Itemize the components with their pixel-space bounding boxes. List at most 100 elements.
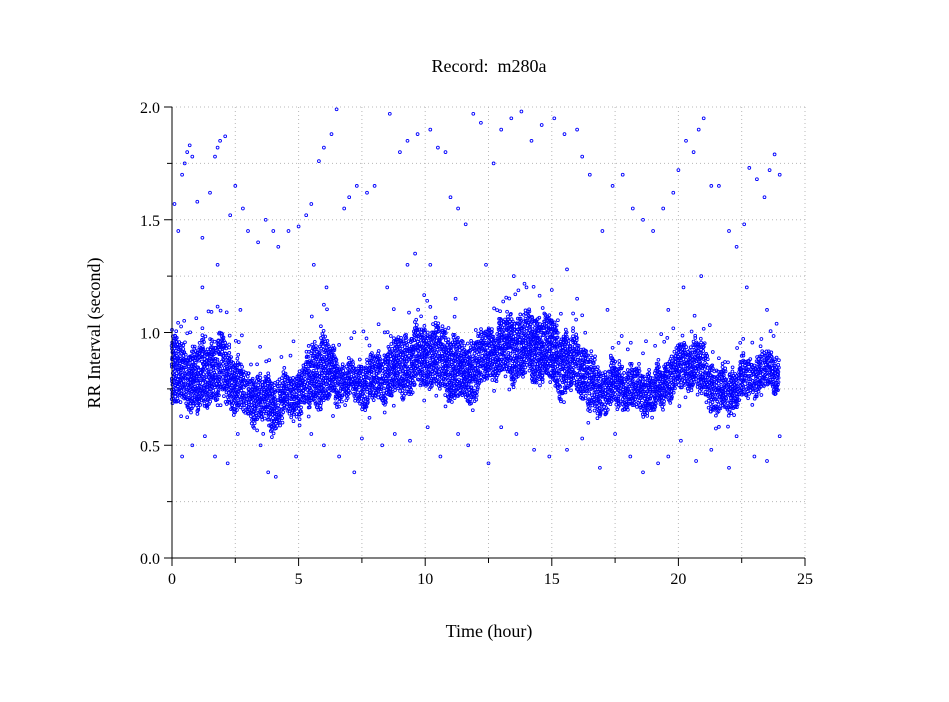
- data-point: [662, 403, 665, 406]
- data-point: [341, 363, 344, 366]
- data-point: [425, 340, 428, 343]
- data-point: [707, 399, 710, 402]
- data-point: [378, 355, 381, 358]
- data-point: [598, 380, 601, 383]
- data-point: [694, 334, 697, 337]
- data-point: [451, 401, 454, 404]
- data-point: [377, 350, 380, 353]
- data-point: [638, 363, 641, 366]
- data-point: [475, 398, 478, 401]
- data-point: [556, 380, 559, 383]
- data-point: [687, 390, 690, 393]
- data-point: [267, 399, 270, 402]
- data-point: [575, 333, 578, 336]
- data-point: [572, 330, 575, 333]
- data-point: [338, 405, 341, 408]
- data-point: [347, 357, 350, 360]
- data-point: [685, 358, 688, 361]
- data-point: [298, 418, 301, 421]
- data-point: [614, 360, 617, 363]
- data-point: [685, 346, 688, 349]
- data-point: [444, 328, 447, 331]
- data-point: [247, 372, 250, 375]
- data-point: [237, 353, 240, 356]
- data-point: [546, 336, 549, 339]
- data-point: [437, 322, 440, 325]
- data-point: [367, 398, 370, 401]
- data-point: [680, 379, 683, 382]
- data-point: [324, 335, 327, 338]
- data-point: [468, 353, 471, 356]
- data-point: [267, 375, 270, 378]
- data-point: [326, 340, 329, 343]
- data-point: [190, 411, 193, 414]
- data-point: [438, 352, 441, 355]
- data-point: [417, 331, 420, 334]
- data-point: [674, 387, 677, 390]
- data-point: [706, 358, 709, 361]
- data-point: [313, 340, 316, 343]
- data-point: [555, 324, 558, 327]
- data-point: [199, 404, 202, 407]
- data-point: [222, 362, 225, 365]
- data-point: [390, 394, 393, 397]
- data-point: [673, 350, 676, 353]
- data-point: [263, 417, 266, 420]
- data-point: [221, 350, 224, 353]
- data-point: [588, 407, 591, 410]
- data-point: [315, 345, 318, 348]
- data-point: [259, 372, 262, 375]
- data-point: [322, 360, 325, 363]
- data-point: [548, 314, 551, 317]
- data-point: [687, 368, 690, 371]
- data-point: [618, 363, 621, 366]
- data-point: [447, 338, 450, 341]
- data-point: [201, 360, 204, 363]
- data-point: [572, 327, 575, 330]
- data-point: [196, 413, 199, 416]
- data-point: [325, 365, 328, 368]
- data-point: [474, 364, 477, 367]
- data-point: [295, 393, 298, 396]
- data-point: [315, 377, 318, 380]
- data-point: [604, 371, 607, 374]
- data-point: [278, 419, 281, 422]
- data-point: [335, 389, 338, 392]
- data-point: [212, 389, 215, 392]
- data-point: [272, 417, 275, 420]
- data-point: [182, 344, 185, 347]
- data-point: [273, 395, 276, 398]
- data-point: [683, 349, 686, 352]
- data-point: [671, 362, 674, 365]
- data-point: [228, 346, 231, 349]
- data-point: [670, 355, 673, 358]
- data-point: [588, 392, 591, 395]
- data-point: [228, 366, 231, 369]
- data-point: [723, 402, 726, 405]
- data-point: [705, 363, 708, 366]
- data-point: [564, 391, 567, 394]
- data-point: [446, 368, 449, 371]
- data-point: [283, 367, 286, 370]
- data-point: [292, 413, 295, 416]
- data-point: [715, 414, 718, 417]
- data-point: [693, 380, 696, 383]
- data-point: [696, 372, 699, 375]
- data-point: [210, 342, 213, 345]
- data-point: [576, 336, 579, 339]
- data-point: [649, 398, 652, 401]
- data-point: [672, 391, 675, 394]
- data-point: [224, 341, 227, 344]
- data-point: [489, 347, 492, 350]
- data-point: [716, 400, 719, 403]
- data-point: [336, 365, 339, 368]
- data-point: [584, 394, 587, 397]
- data-point: [300, 410, 303, 413]
- data-point: [593, 358, 596, 361]
- data-point: [439, 387, 442, 390]
- data-point: [623, 372, 626, 375]
- data-point: [394, 389, 397, 392]
- data-point: [351, 360, 354, 363]
- data-point: [573, 379, 576, 382]
